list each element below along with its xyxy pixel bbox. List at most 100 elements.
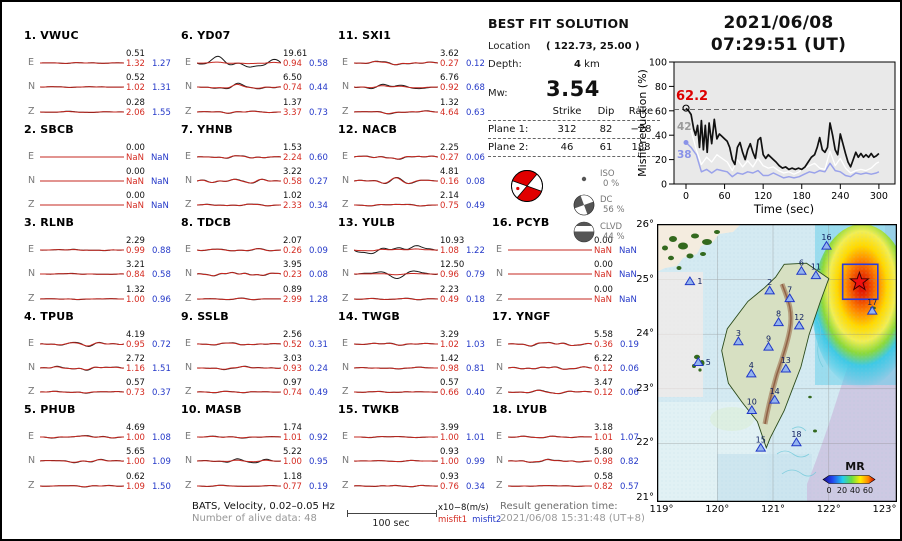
misfit2-value: 0.06 [619, 388, 639, 399]
map-station-marker-10 [746, 404, 758, 414]
mechanism-row: ISO 0 % DC 56 % [488, 169, 660, 243]
component-label: E [496, 244, 503, 255]
component-label: N [28, 81, 36, 93]
station-panel-TPUB: 4. TPUB E 4.19 0.95 0.72 N 2.72 1.16 1.51 Z 0.57 0.… [20, 303, 174, 405]
misfit1-value: 0.77 [283, 481, 302, 492]
iso-item: ISO 0 % [572, 169, 625, 189]
waveform-plot [354, 391, 438, 394]
waveform-plot [508, 484, 592, 487]
misfit2-value: 0.57 [619, 481, 639, 492]
mw-value: 3.54 [546, 77, 600, 101]
station-panel-TWGB: 14. TWGB E 3.29 1.02 1.03 N 1.42 0.98 0.81 Z 0.57 0… [334, 303, 488, 405]
misfit2-value: 0.08 [308, 270, 328, 281]
component-label: Z [342, 386, 349, 398]
waveform-plot [40, 273, 124, 276]
amplitude-value: 0.00 [594, 236, 613, 246]
waveform-plot [508, 366, 592, 370]
waveform-plot [508, 341, 592, 347]
amplitude-value: 3.47 [594, 378, 613, 389]
waveform-plot [508, 389, 592, 395]
amplitude-value: 0.62 [126, 471, 145, 482]
component-label: N [496, 268, 504, 280]
map-panel: 1 2 3 4 5 6 7 8 9 10 11 12 13 14 15 16 17 18 MR 0 20 40 60 [656, 223, 900, 506]
component-label: N [185, 455, 193, 467]
component-label: E [185, 337, 192, 349]
component-label: Z [28, 105, 35, 117]
misfit2-value: 0.24 [308, 363, 328, 374]
amplitude-value: 5.22 [283, 447, 302, 458]
station-header: 7. YHNB [181, 122, 233, 136]
component-row-N: N 0.52 1.02 1.31 [20, 73, 174, 99]
best-fit-heading: BEST FIT SOLUTION [488, 16, 629, 31]
station-panel-LYUB: 18. LYUB E 3.18 1.01 1.07 N 5.80 0.98 0.82 Z 0.58 0… [488, 396, 642, 498]
misfit2-value: 0.19 [619, 339, 639, 350]
waveform-plot [40, 341, 124, 347]
component-label: N [342, 361, 350, 373]
amplitude-value: 0.97 [283, 378, 302, 389]
data-info: BATS, Velocity, 0.02–0.05 Hz Number of a… [192, 501, 335, 525]
dc-beachball-icon [573, 194, 595, 216]
waveform-plot [197, 110, 281, 114]
map-station-number: 17 [867, 298, 877, 307]
component-label: N [28, 174, 36, 186]
component-row-E: E 0.51 1.32 1.27 [20, 49, 174, 75]
lon-tick-label: 123° [872, 504, 897, 515]
station-header: 12. NACB [338, 122, 398, 136]
amplitude-value: 0.57 [440, 378, 459, 389]
amplitude-value: 6.76 [440, 73, 459, 84]
amplitude-value: 1.18 [283, 471, 302, 482]
colorbar-tick: 0 [826, 486, 831, 495]
waveform-plot [354, 297, 438, 300]
misfit1-value: 0.92 [440, 83, 459, 94]
component-row-E: E 0.00 NaN NaN [488, 236, 642, 262]
component-label: E [28, 337, 35, 349]
amplitude-value: 0.93 [440, 447, 459, 458]
misfit1-value: 1.01 [594, 433, 613, 443]
nodal-plane-table: Strike Dip Rake Plane 1: 312 82 −28 Plan… [488, 103, 660, 157]
component-row-N: N 3.03 0.93 0.24 [177, 354, 331, 380]
svg-text:240: 240 [831, 191, 849, 202]
misfit1-value: 1.32 [126, 59, 145, 69]
station-header: 1. VWUC [24, 29, 79, 42]
component-row-Z: Z 1.32 1.00 0.96 [20, 285, 174, 311]
clvd-item: CLVD 44 % [572, 221, 625, 243]
waveform-plot [40, 484, 124, 488]
component-row-E: E 2.07 0.26 0.09 [177, 236, 331, 262]
component-row-Z: Z 3.47 0.12 0.06 [488, 378, 642, 404]
map-station-number: 4 [749, 361, 754, 370]
dc-item: DC 56 % [572, 194, 625, 216]
component-row-Z: Z 0.62 1.09 1.50 [20, 471, 174, 498]
component-label: Z [28, 292, 35, 304]
misfit2-value: 1.51 [151, 363, 171, 374]
map-station-number: 10 [747, 398, 757, 407]
amplitude-value: 0.93 [440, 471, 459, 482]
component-row-N: N 12.50 0.96 0.79 [334, 260, 488, 286]
amplitude-value: 0.51 [126, 49, 145, 59]
map-station-number: 12 [794, 313, 804, 322]
component-row-N: N 4.81 0.16 0.08 [334, 167, 488, 193]
map-station-number: 1 [697, 277, 702, 286]
amplitude-value: 1.32 [440, 97, 459, 108]
misfit1-value: 1.00 [283, 457, 302, 468]
plane2-row: Plane 2: 46 61 188 [488, 139, 660, 157]
component-label: E [185, 244, 192, 255]
component-row-E: E 2.29 0.99 0.88 [20, 236, 174, 262]
map-station-marker-15 [755, 442, 767, 452]
waveform-plot [40, 180, 124, 182]
misfit1-value: 0.74 [283, 83, 302, 94]
misfit2-value: 0.06 [619, 363, 639, 374]
station-header: 17. YNGF [492, 309, 551, 323]
colorbar-tick: 40 [850, 486, 860, 495]
map-station-number: 14 [770, 387, 780, 396]
misfit1-value: NaN [126, 201, 144, 212]
component-row-N: N 6.22 0.12 0.06 [488, 354, 642, 380]
component-row-Z: Z 0.00 NaN NaN [20, 191, 174, 217]
station-panel-YNGF: 17. YNGF E 5.58 0.36 0.19 N 6.22 0.12 0.06 Z 3.47 0… [488, 303, 642, 405]
component-label: N [28, 268, 36, 280]
amplitude-value: 0.58 [594, 471, 613, 482]
misfit2-value: 0.34 [308, 201, 328, 212]
component-label: N [185, 174, 193, 186]
units-legend: x10−8(m/s) misfit1 misfit2 [438, 502, 501, 526]
component-label: Z [185, 199, 192, 211]
misfit1-value: 0.27 [440, 152, 459, 163]
